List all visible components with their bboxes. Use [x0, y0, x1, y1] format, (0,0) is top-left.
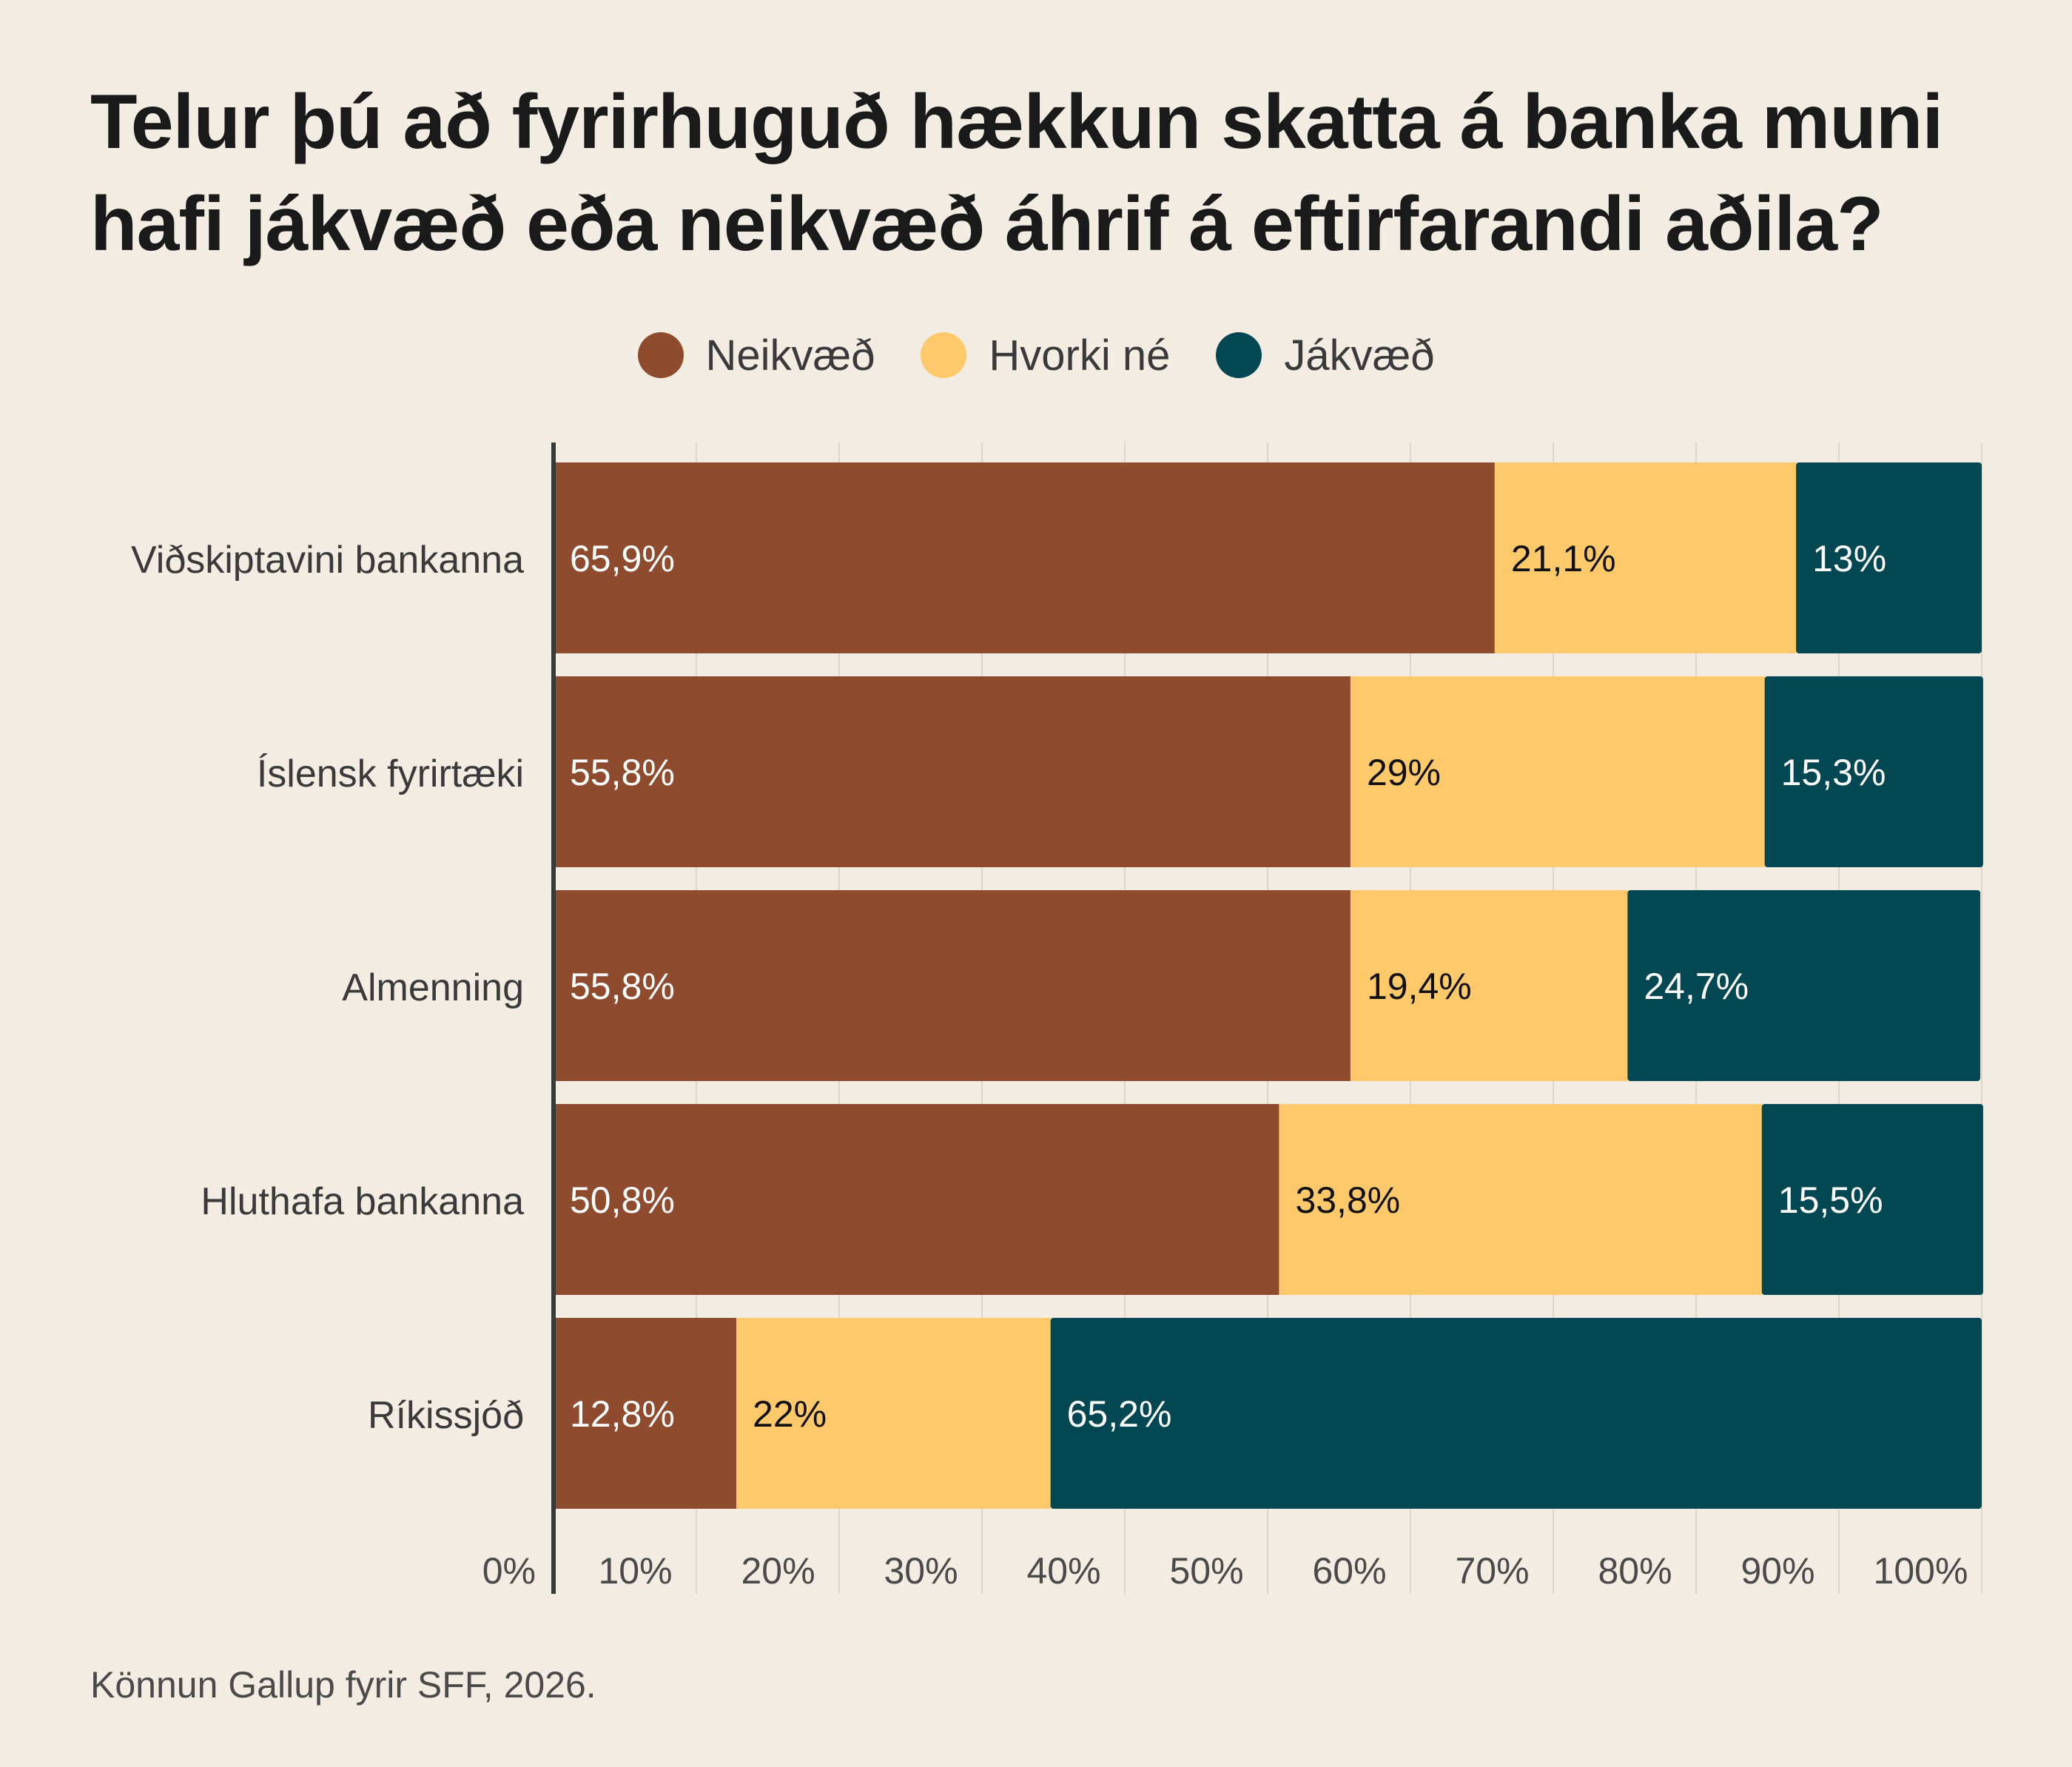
data-label: 15,5%: [1778, 1179, 1883, 1221]
bar-segment: [1761, 1104, 1983, 1295]
legend-label-neikvaed: Neikvæð: [705, 331, 875, 380]
source-note: Könnun Gallup fyrir SFF, 2026.: [90, 1664, 596, 1706]
stacked-bar-chart: 65,9% 21,1% 13% Viðskiptavini bankanna 55,8%…: [131, 442, 1983, 1594]
x-tick-label: 0%: [482, 1550, 536, 1592]
bar-segment: [554, 1104, 1279, 1295]
category-label: Hluthafa bankanna: [201, 1180, 524, 1223]
category-label: Viðskiptavini bankanna: [131, 539, 524, 582]
x-tick-label: 100%: [1874, 1550, 1968, 1592]
chart-title: Telur þú að fyrirhuguð hækkun skatta á b…: [90, 79, 1943, 267]
bar-segment: [1350, 890, 1628, 1081]
data-label: 65,2%: [1067, 1393, 1172, 1435]
legend-item-hvorki-ne: Hvorki né: [921, 331, 1170, 380]
data-label: 12,8%: [570, 1393, 675, 1435]
data-label: 50,8%: [570, 1179, 675, 1221]
bar-segment: [1764, 676, 1983, 867]
data-label: 24,7%: [1644, 966, 1749, 1007]
bar-segment: [1494, 462, 1797, 653]
bar-segment: [1627, 890, 1981, 1081]
x-tick-label: 60%: [1312, 1550, 1386, 1592]
data-label: 22%: [753, 1393, 827, 1435]
category-label: Almenning: [342, 966, 524, 1009]
legend: Neikvæð Hvorki né Jákvæð: [0, 326, 2072, 385]
bar-segment: [1350, 676, 1765, 867]
data-label: 55,8%: [570, 752, 675, 793]
x-tick-label: 50%: [1169, 1550, 1243, 1592]
legend-item-jakvaed: Jákvæð: [1216, 331, 1434, 380]
data-label: 55,8%: [570, 966, 675, 1007]
legend-label-hvorki-ne: Hvorki né: [989, 331, 1171, 380]
bar-segment: [736, 1318, 1051, 1509]
bar-segment: [554, 676, 1350, 867]
legend-swatch-neikvaed: [637, 332, 684, 378]
bar-segment: [1796, 462, 1982, 653]
x-tick-label: 90%: [1740, 1550, 1814, 1592]
data-label: 33,8%: [1295, 1179, 1400, 1221]
data-label: 29%: [1367, 752, 1441, 793]
x-tick-label: 20%: [741, 1550, 815, 1592]
bar-segment: [554, 890, 1350, 1081]
data-label: 13%: [1812, 538, 1886, 579]
legend-swatch-jakvaed: [1216, 332, 1262, 378]
category-label: Íslensk fyrirtæki: [257, 753, 524, 795]
category-label: Ríkissjóð: [368, 1394, 524, 1437]
data-label: 21,1%: [1511, 538, 1616, 579]
bar-segment: [1050, 1318, 1982, 1509]
legend-label-jakvaed: Jákvæð: [1284, 331, 1435, 380]
data-label: 65,9%: [570, 538, 675, 579]
legend-swatch-hvorki-ne: [921, 332, 967, 378]
bar-segment: [554, 1318, 737, 1509]
x-tick-label: 70%: [1455, 1550, 1529, 1592]
x-tick-label: 10%: [598, 1550, 672, 1592]
x-tick-label: 30%: [884, 1550, 958, 1592]
bar-segment: [554, 462, 1495, 653]
bar-segment: [1279, 1104, 1762, 1295]
legend-item-neikvaed: Neikvæð: [637, 331, 875, 380]
data-label: 15,3%: [1781, 752, 1886, 793]
data-label: 19,4%: [1367, 966, 1472, 1007]
x-tick-label: 80%: [1598, 1550, 1672, 1592]
x-tick-label: 40%: [1026, 1550, 1100, 1592]
